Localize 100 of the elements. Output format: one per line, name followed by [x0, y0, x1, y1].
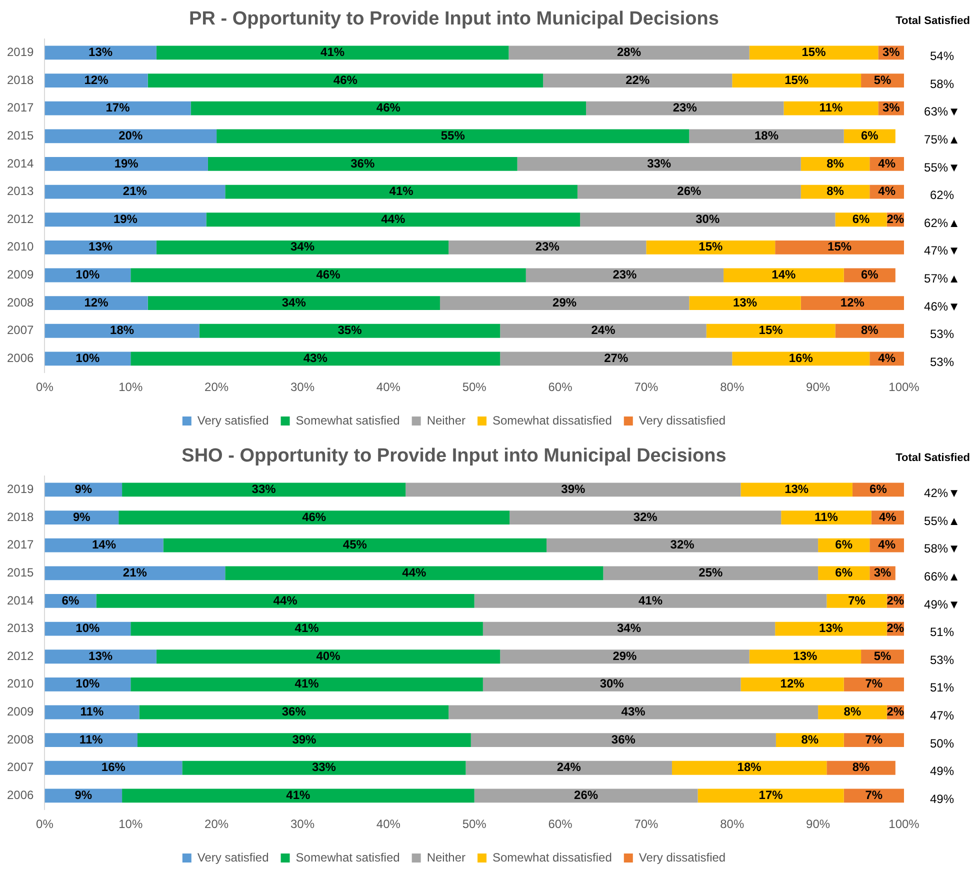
data-label: 33% — [252, 482, 276, 496]
bar — [156, 46, 509, 60]
bar — [500, 324, 706, 338]
bar — [118, 510, 510, 524]
bar — [440, 296, 690, 310]
x-tick-label: 30% — [290, 380, 315, 394]
text: 46%▼ — [924, 299, 960, 314]
bar — [406, 482, 741, 497]
bar — [482, 677, 741, 692]
data-label: 36% — [350, 156, 375, 170]
data-label: 46% — [302, 510, 326, 524]
data-label: 40% — [316, 648, 341, 663]
data-label: 11% — [79, 732, 104, 746]
data-label: 26% — [677, 184, 702, 198]
y-tick-label: 2006 — [6, 351, 34, 366]
bar — [474, 594, 827, 608]
data-label: 44% — [402, 565, 427, 580]
y-tick-label: 2008 — [6, 295, 34, 310]
data-label: 41% — [320, 45, 345, 60]
data-label: 36% — [282, 704, 306, 719]
bar — [844, 788, 904, 803]
y-tick-label: 2017 — [6, 538, 34, 552]
bar — [706, 324, 836, 338]
bar — [44, 352, 131, 366]
x-tick-label: 60% — [548, 380, 573, 394]
bar — [500, 352, 732, 366]
bar — [826, 594, 887, 608]
bar — [225, 184, 578, 199]
data-label: 15% — [698, 240, 723, 254]
data-label: 5% — [874, 648, 892, 663]
text: 54% — [930, 49, 954, 64]
data-label: 6% — [860, 268, 879, 282]
legend-label: Neither — [426, 850, 466, 864]
data-label: 10% — [76, 621, 100, 636]
data-label: 34% — [617, 621, 642, 636]
bar — [470, 733, 776, 748]
data-label: 8% — [860, 323, 879, 338]
y-tick-label: 2014 — [6, 593, 34, 608]
data-label: 3% — [874, 565, 892, 580]
bar — [44, 760, 182, 775]
legend-label: Somewhat dissatisfied — [492, 413, 612, 428]
x-tick-label: 40% — [376, 380, 401, 394]
bar — [182, 760, 466, 775]
text: 49%▼ — [924, 597, 960, 612]
bar — [740, 677, 844, 692]
data-label: 24% — [591, 323, 616, 338]
data-label: 24% — [556, 760, 582, 774]
x-tick-label: 0% — [36, 380, 54, 394]
data-label: 6% — [870, 482, 888, 496]
x-tick-label: 70% — [634, 817, 659, 832]
y-tick-label: 2009 — [6, 268, 34, 282]
x-tick-label: 10% — [118, 380, 143, 394]
bar — [775, 622, 887, 636]
data-label: 13% — [88, 45, 113, 60]
data-label: 41% — [294, 621, 320, 636]
data-label: 11% — [814, 510, 838, 524]
bar — [448, 705, 818, 720]
data-label: 33% — [647, 156, 672, 170]
bar — [148, 296, 440, 310]
data-label: 2% — [886, 621, 904, 636]
data-label: 2% — [886, 593, 904, 608]
data-label: 6% — [62, 593, 80, 608]
y-tick-label: 2015 — [6, 128, 34, 142]
bar — [781, 510, 872, 524]
x-tick-label: 60% — [548, 817, 573, 832]
y-tick-label: 2018 — [6, 510, 34, 524]
data-label: 7% — [848, 593, 866, 608]
text: Total Satisfied — [896, 452, 970, 464]
data-label: 10% — [76, 676, 100, 691]
data-label: 15% — [828, 240, 852, 254]
bar — [216, 129, 690, 144]
chart-title: SHO - Opportunity to Provide Input into Municipal Decisions — [182, 446, 726, 467]
x-tick-label: 0% — [36, 817, 54, 832]
text: 51% — [930, 680, 954, 695]
bar — [672, 760, 827, 775]
data-label: 4% — [878, 538, 896, 552]
data-label: 16% — [788, 351, 814, 366]
bar — [44, 510, 119, 524]
data-label: 2% — [886, 212, 904, 226]
legend-label: Very satisfied — [197, 850, 269, 864]
bar — [44, 157, 208, 171]
data-label: 7% — [865, 732, 883, 746]
data-label: 18% — [754, 128, 779, 142]
text: 49% — [930, 792, 954, 806]
x-tick-label: 90% — [806, 817, 830, 832]
bar — [44, 101, 191, 116]
x-tick-label: 80% — [720, 817, 744, 832]
data-label: 22% — [626, 72, 650, 87]
data-label: 8% — [801, 732, 819, 746]
bar — [510, 510, 782, 524]
bar — [543, 74, 732, 88]
data-label: 44% — [273, 593, 298, 608]
y-tick-label: 2006 — [6, 788, 34, 802]
x-tick-label: 20% — [204, 817, 229, 832]
bar — [784, 101, 878, 116]
data-label: 7% — [865, 788, 883, 802]
bar — [190, 101, 586, 116]
bar — [44, 129, 217, 144]
data-label: 4% — [879, 510, 897, 524]
data-label: 36% — [611, 732, 636, 746]
